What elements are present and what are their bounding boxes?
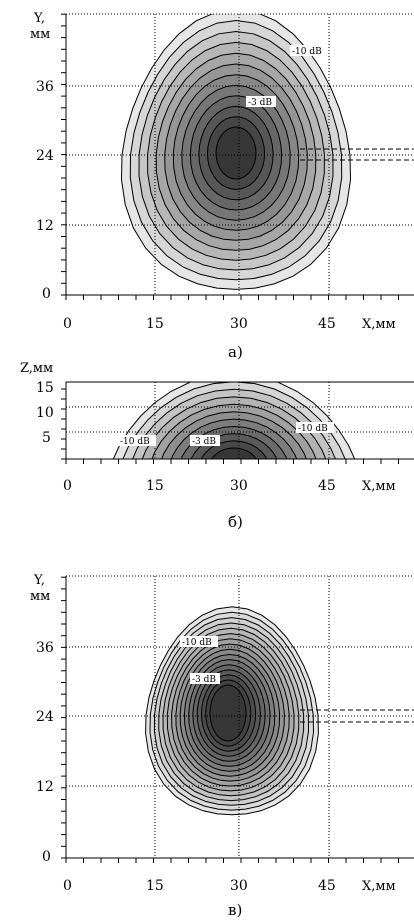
y-tick-36-a: 36 [36,79,54,95]
plot-a-contour-level-12 [215,126,257,180]
y-tick-0-c: 0 [42,849,51,865]
caption-b: б) [228,513,243,531]
x-tick-45-c: 45 [318,878,336,894]
y-tick-12-a: 12 [36,218,54,234]
contour-label-3db-b: -3 dB [192,437,216,447]
axes-a [61,13,414,300]
grid-c [66,575,414,858]
contour-field-c [145,606,319,816]
x-axis-label-c: X,мм [362,879,396,894]
plot-c: Y, мм 36 24 12 0 0 15 30 45 X,мм -10 dB … [30,573,414,919]
x-axis-label-b: X,мм [362,479,396,494]
x-tick-0-b: 0 [63,478,72,494]
x-tick-30-b: 30 [230,478,248,494]
contour-label-10db-a: -10 dB [292,47,322,57]
contour-field-b [112,382,356,459]
x-tick-30-c: 30 [230,878,248,894]
y-tick-36-c: 36 [36,640,54,656]
axes-c [61,576,414,863]
x-tick-45-a: 45 [318,316,336,332]
x-tick-45-b: 45 [318,478,336,494]
y-tick-24-a: 24 [36,148,54,164]
y-tick-12-c: 12 [36,779,54,795]
plot-b: Z,мм 15 10 5 0 15 30 45 X,мм -10 dB -3 d… [20,361,414,531]
y-axis-label-a-1: Y, [33,11,45,26]
plot-a: Y, мм 36 24 12 0 0 15 30 45 X,мм -10 dB … [30,11,414,361]
contour-field-a [120,14,352,290]
x-axis-label-a: X,мм [362,317,396,332]
beam-marker-a [300,148,414,161]
y-tick-24-c: 24 [36,709,54,725]
y-tick-10-b: 10 [36,405,54,421]
x-tick-0-a: 0 [63,316,72,332]
beam-marker-c [300,709,414,723]
contour-label-3db-a: -3 dB [248,98,272,108]
grid-a [66,13,414,295]
x-tick-30-a: 30 [230,316,248,332]
y-tick-15-b: 15 [36,380,54,396]
caption-a: а) [228,343,243,361]
grid-b [66,382,414,459]
plot-b-contour-level-11 [210,447,258,459]
y-tick-0-a: 0 [42,286,51,302]
contour-label-10db-right-b: -10 dB [298,424,328,434]
y-axis-label-c-1: Y, [33,573,45,588]
plot-c-contour-level-16 [209,684,247,742]
y-axis-label-a-2: мм [30,27,50,42]
y-axis-label-b: Z,мм [20,361,53,376]
contour-label-3db-c: -3 dB [192,675,216,685]
x-tick-15-b: 15 [146,478,164,494]
y-axis-label-c-2: мм [30,589,50,604]
contour-label-10db-left-b: -10 dB [120,437,150,447]
contour-label-10db-c: -10 dB [182,638,212,648]
axes-b [61,381,414,464]
y-tick-5-b: 5 [42,430,51,446]
x-tick-0-c: 0 [63,878,72,894]
x-tick-15-c: 15 [146,878,164,894]
x-tick-15-a: 15 [146,316,164,332]
caption-c: в) [228,901,242,919]
